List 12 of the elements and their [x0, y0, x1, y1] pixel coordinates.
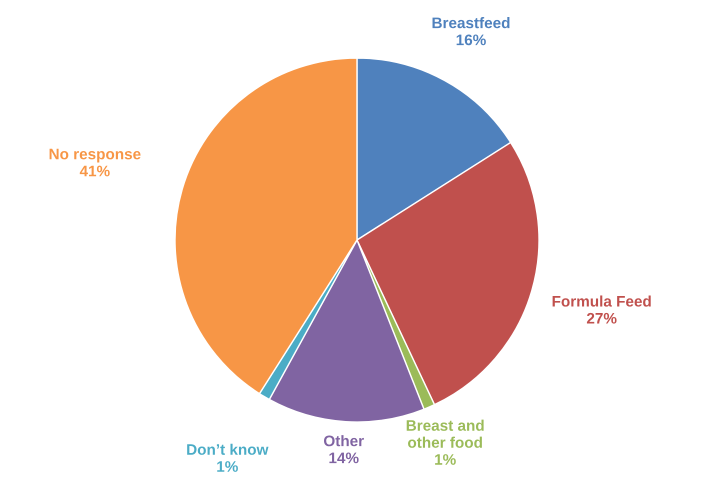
slice-label: Breastfeed — [432, 17, 510, 28]
data-label: 1% — [435, 454, 456, 465]
data-label: 1% — [217, 461, 238, 472]
data-label: 41% — [80, 166, 110, 176]
slice-label: No response — [50, 148, 141, 162]
slice-label: Formula Feed — [552, 295, 651, 307]
slice-label: Don’t know — [187, 444, 268, 455]
slice-label: Other — [324, 435, 364, 446]
data-label: 27% — [586, 312, 617, 324]
data-label: 16% — [456, 34, 486, 46]
data-label: 14% — [329, 452, 359, 464]
slice-label: Breast and other food — [406, 420, 484, 448]
